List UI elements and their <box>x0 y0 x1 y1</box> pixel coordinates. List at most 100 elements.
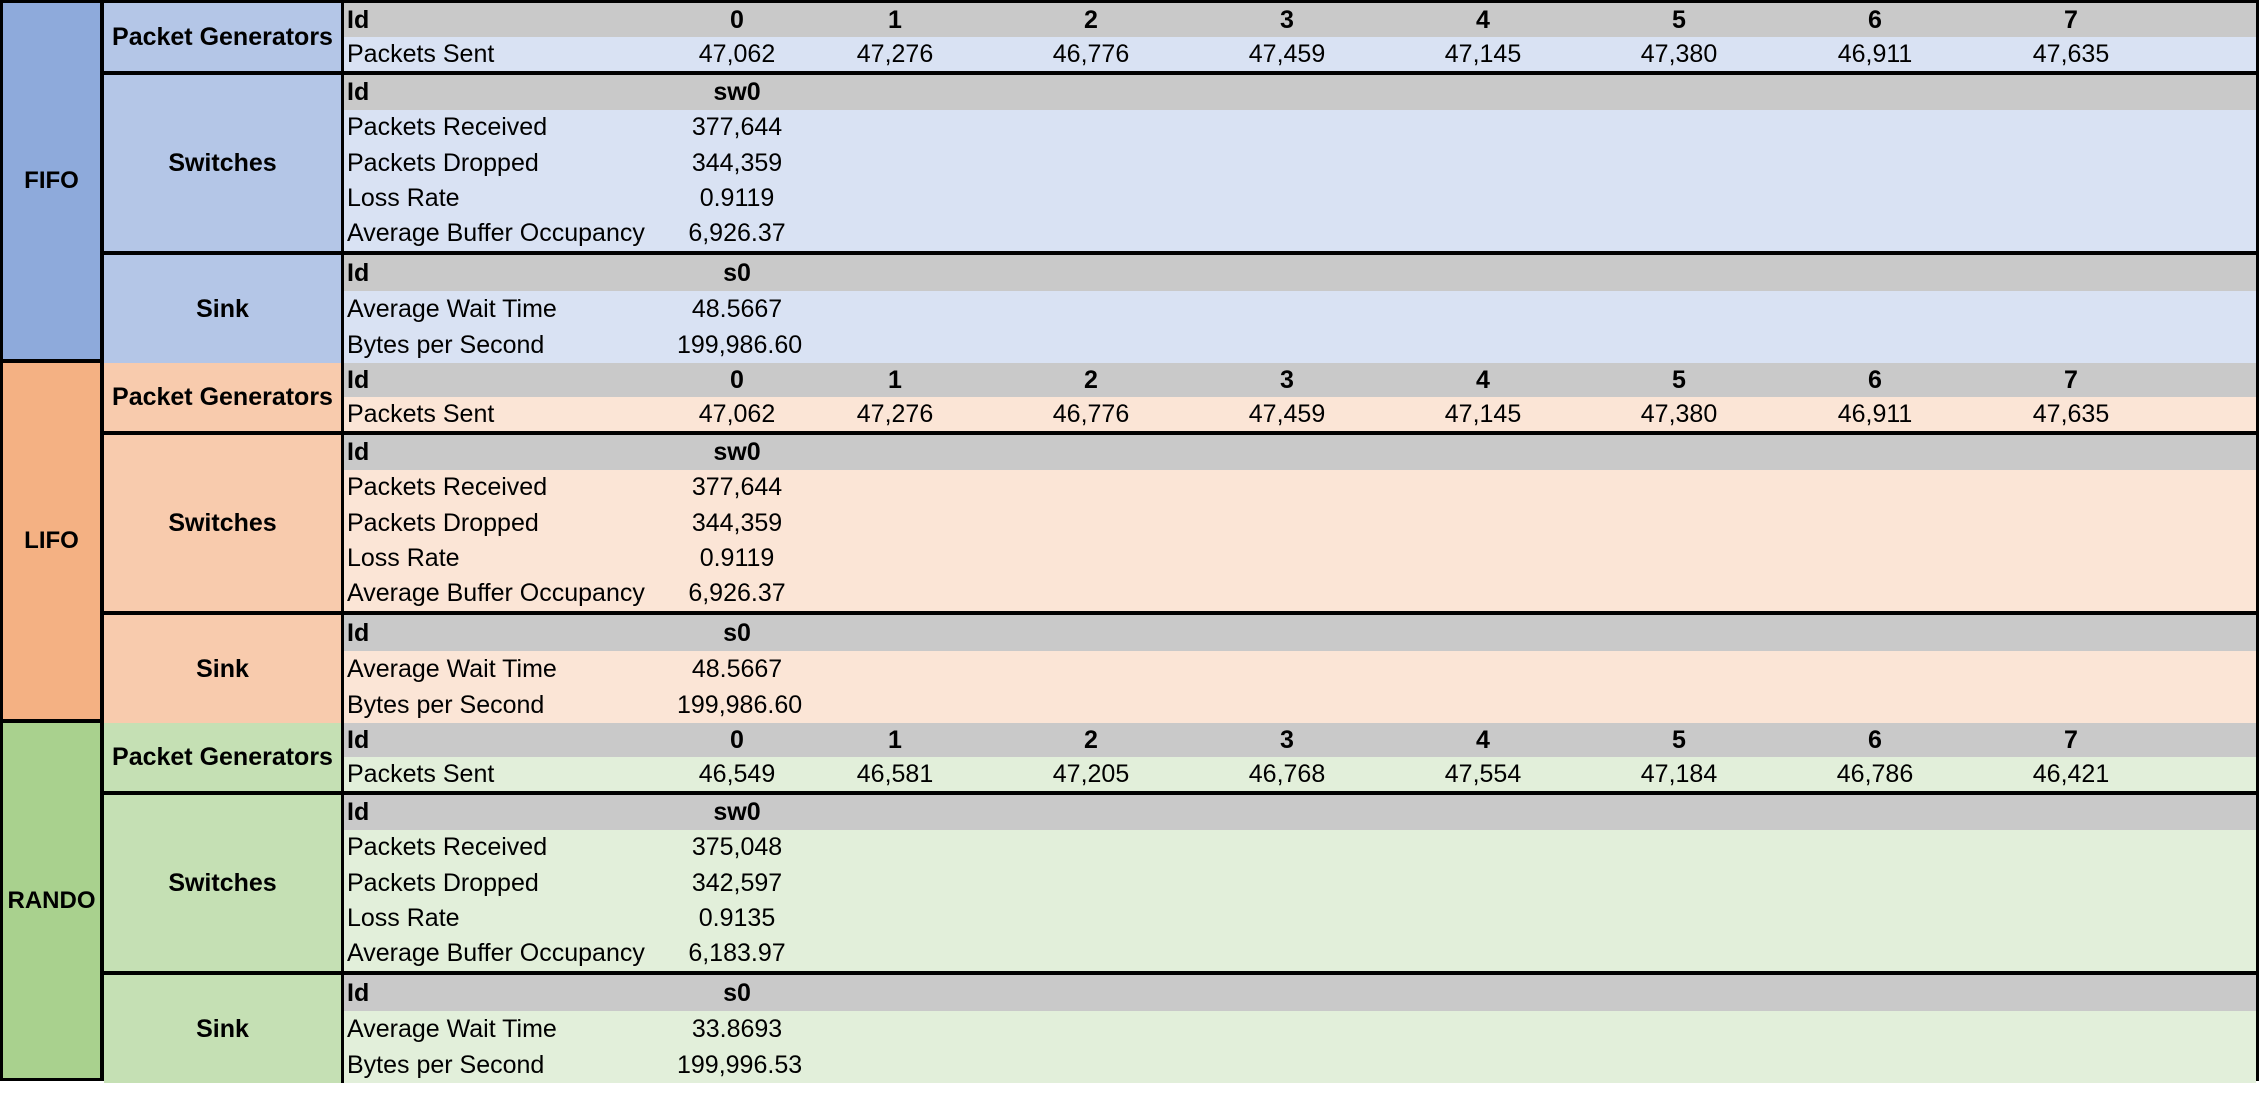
generator-id-6: 6 <box>1868 5 1882 34</box>
generator-id-5: 5 <box>1672 365 1686 394</box>
generator-id-1: 1 <box>888 365 902 394</box>
sink-id-header-row: Id s0 <box>344 255 2256 291</box>
fifo-sections: Packet Generators Id 0 1 2 3 4 5 6 7 Packets Sent 4… <box>104 3 2256 363</box>
fifo-switch-rows: Id sw0 Packets Received 377,644 Packets Drop… <box>344 75 2256 251</box>
rando-switch-rows: Id sw0 Packets Received 375,048 Packets Drop… <box>344 795 2256 971</box>
packets-sent-value-4: 47,145 <box>1444 39 1522 68</box>
packets-dropped-value: 342,597 <box>691 868 783 897</box>
average-buffer-occupancy-label: Average Buffer Occupancy <box>347 578 645 607</box>
id-label: Id <box>347 798 370 827</box>
packets-sent-value-2: 46,776 <box>1052 399 1130 428</box>
lifo-sections: Packet Generators Id 0 1 2 3 4 5 6 7 Packets Sent 4… <box>104 363 2256 723</box>
loss-rate-label: Loss Rate <box>347 543 460 572</box>
packets-dropped-label: Packets Dropped <box>347 148 539 177</box>
loss-rate-value: 0.9119 <box>699 543 775 572</box>
average-buffer-occupancy-value: 6,183.97 <box>688 938 786 967</box>
packets-sent-value-5: 47,380 <box>1640 399 1718 428</box>
bytes-per-second-label: Bytes per Second <box>347 690 545 719</box>
average-wait-time-label: Average Wait Time <box>347 654 557 683</box>
section-label-switches: Switches <box>104 75 344 251</box>
id-label: Id <box>347 438 370 467</box>
fifo-switches-section: Switches Id sw0 Packets Received 377,644 Pack… <box>104 75 2256 255</box>
sink-id-header-row: Id s0 <box>344 615 2256 651</box>
packets-sent-value-0: 46,549 <box>698 759 776 788</box>
loss-rate-value: 0.9135 <box>698 903 776 932</box>
average-buffer-occupancy-label: Average Buffer Occupancy <box>347 938 645 967</box>
id-label: Id <box>347 725 370 754</box>
generator-id-5: 5 <box>1672 725 1686 754</box>
packets-sent-value-2: 46,776 <box>1052 39 1130 68</box>
packets-sent-value-6: 46,911 <box>1837 39 1913 68</box>
id-label: Id <box>347 365 370 394</box>
rando-sink-rows: Id s0 Average Wait Time 33.8693 Bytes per Se… <box>344 975 2256 1083</box>
switch-id: sw0 <box>713 438 761 467</box>
loss-rate-label: Loss Rate <box>347 183 460 212</box>
generator-id-0: 0 <box>730 365 744 394</box>
packets-sent-value-3: 47,459 <box>1248 39 1326 68</box>
packets-sent-value-7: 47,635 <box>2032 399 2110 428</box>
packets-dropped-value: 344,359 <box>691 508 783 537</box>
rando-band: RANDO Packet Generators Id 0 1 2 3 4 5 6 7 Packets … <box>3 723 2256 1083</box>
rando-sink-section: Sink Id s0 Average Wait Time 33.8693 Bytes pe… <box>104 975 2256 1083</box>
switch-id: sw0 <box>713 798 761 827</box>
section-label-sink: Sink <box>104 975 344 1083</box>
packets-sent-label: Packets Sent <box>347 39 495 68</box>
fifo-band: FIFO Packet Generators Id 0 1 2 3 4 5 6 7 Packets S… <box>3 3 2256 363</box>
switch-id-header-row: Id sw0 <box>344 75 2256 111</box>
bytes-per-second-row: Bytes per Second 199,986.60 <box>344 687 2256 723</box>
packets-received-label: Packets Received <box>347 113 548 142</box>
generator-id-2: 2 <box>1084 5 1098 34</box>
packets-dropped-row: Packets Dropped 342,597 <box>344 865 2256 900</box>
generator-id-0: 0 <box>730 725 744 754</box>
loss-rate-value: 0.9119 <box>699 183 775 212</box>
average-wait-time-label: Average Wait Time <box>347 1014 557 1043</box>
loss-rate-label: Loss Rate <box>347 903 460 932</box>
section-label-packet-generators: Packet Generators <box>104 363 344 431</box>
lifo-band: LIFO Packet Generators Id 0 1 2 3 4 5 6 7 Packets S… <box>3 363 2256 723</box>
section-label-switches: Switches <box>104 795 344 971</box>
bytes-per-second-label: Bytes per Second <box>347 330 545 359</box>
generator-id-header-row: Id 0 1 2 3 4 5 6 7 <box>344 363 2256 397</box>
generator-id-3: 3 <box>1280 725 1294 754</box>
packets-received-label: Packets Received <box>347 833 548 862</box>
generator-id-3: 3 <box>1280 365 1294 394</box>
loss-rate-row: Loss Rate 0.9135 <box>344 901 2256 936</box>
packets-dropped-row: Packets Dropped 344,359 <box>344 505 2256 540</box>
packets-dropped-row: Packets Dropped 344,359 <box>344 145 2256 180</box>
packets-sent-value-6: 46,786 <box>1836 759 1914 788</box>
rando-packet-generators-section: Packet Generators Id 0 1 2 3 4 5 6 7 Packets Sent 4… <box>104 723 2256 795</box>
generator-id-1: 1 <box>888 725 902 754</box>
bytes-per-second-row: Bytes per Second 199,996.53 <box>344 1047 2256 1083</box>
packets-sent-value-1: 47,276 <box>856 399 934 428</box>
generator-id-1: 1 <box>888 5 902 34</box>
packets-sent-row: Packets Sent 47,062 47,276 46,776 47,459 47,1… <box>344 37 2256 71</box>
rando-algorithm-label: RANDO <box>3 723 104 1078</box>
fifo-sink-section: Sink Id s0 Average Wait Time 48.5667 Bytes pe… <box>104 255 2256 363</box>
packets-sent-label: Packets Sent <box>347 759 495 788</box>
generator-id-6: 6 <box>1868 725 1882 754</box>
average-buffer-occupancy-value: 6,926.37 <box>688 578 786 607</box>
generator-id-2: 2 <box>1084 365 1098 394</box>
packets-received-value: 375,048 <box>691 833 783 862</box>
loss-rate-row: Loss Rate 0.9119 <box>344 541 2256 576</box>
packets-sent-value-0: 47,062 <box>698 399 776 428</box>
generator-id-5: 5 <box>1672 5 1686 34</box>
packets-received-value: 377,644 <box>691 473 783 502</box>
bytes-per-second-value: 199,996.53 <box>677 1050 803 1079</box>
sink-id: s0 <box>723 618 751 647</box>
average-wait-time-value: 33.8693 <box>691 1014 783 1043</box>
packets-sent-value-0: 47,062 <box>698 39 776 68</box>
packets-sent-value-2: 47,205 <box>1052 759 1130 788</box>
packets-received-value: 377,644 <box>691 113 783 142</box>
generator-id-4: 4 <box>1476 365 1490 394</box>
average-buffer-occupancy-label: Average Buffer Occupancy <box>347 218 645 247</box>
id-label: Id <box>347 78 370 107</box>
generator-id-7: 7 <box>2064 725 2078 754</box>
average-wait-time-row: Average Wait Time 48.5667 <box>344 651 2256 687</box>
average-buffer-occupancy-value: 6,926.37 <box>688 218 786 247</box>
section-label-packet-generators: Packet Generators <box>104 723 344 791</box>
switch-id-header-row: Id sw0 <box>344 435 2256 471</box>
lifo-switches-section: Switches Id sw0 Packets Received 377,644 Pack… <box>104 435 2256 615</box>
packets-dropped-label: Packets Dropped <box>347 508 539 537</box>
generator-id-7: 7 <box>2064 365 2078 394</box>
